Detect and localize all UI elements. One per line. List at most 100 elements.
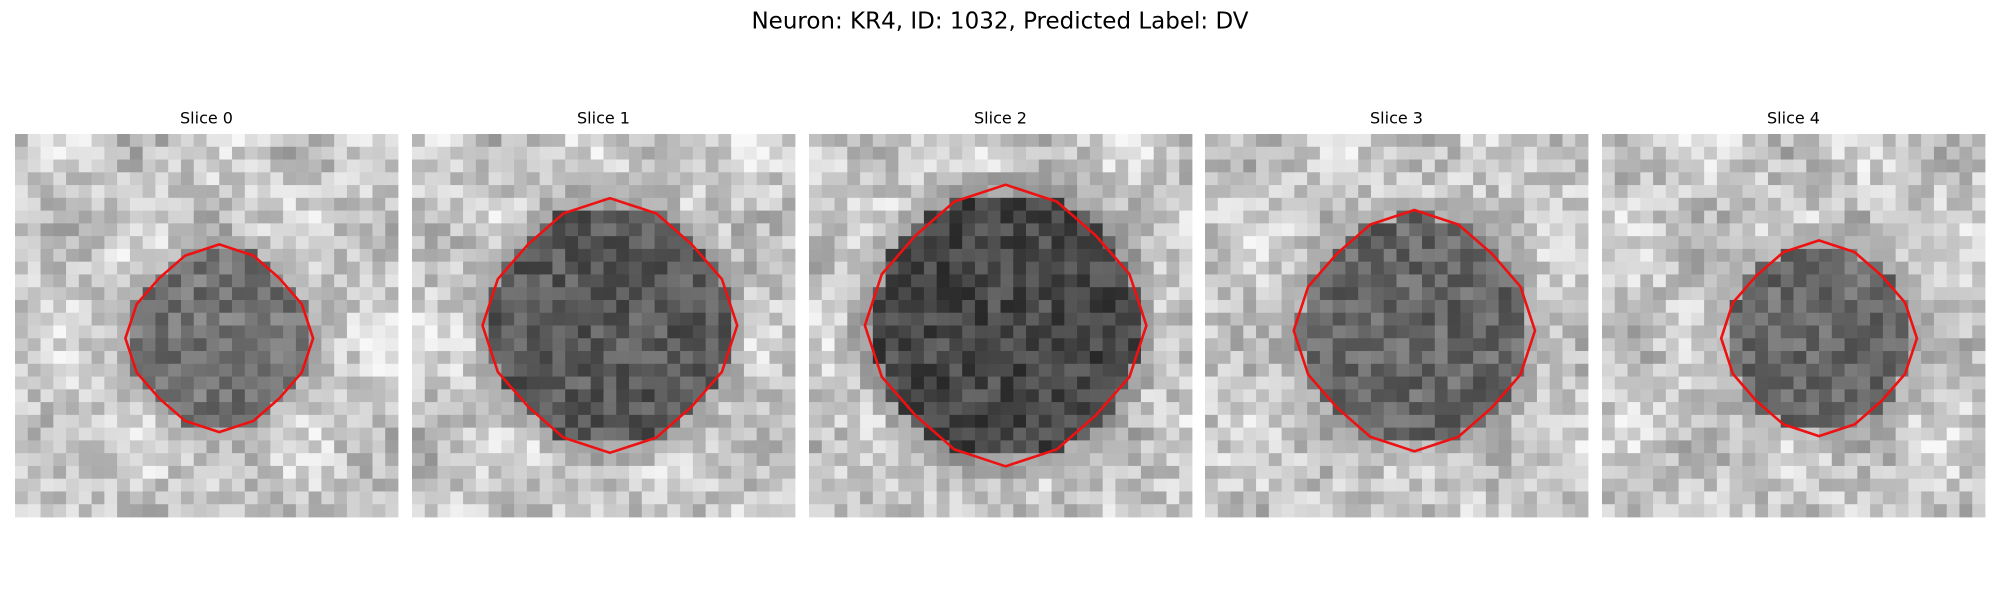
pixel	[27, 389, 41, 403]
pixel	[1870, 185, 1884, 199]
pixel	[1115, 159, 1129, 173]
pixel	[1102, 504, 1116, 518]
pixel	[359, 223, 373, 237]
pixel	[1268, 325, 1282, 339]
pixel	[603, 134, 617, 148]
pixel	[1627, 223, 1641, 237]
pixel	[206, 389, 220, 403]
pixel	[385, 376, 399, 390]
pixel	[1524, 248, 1538, 263]
pixel	[1077, 402, 1091, 416]
pixel	[1882, 146, 1897, 160]
pixel	[193, 274, 207, 288]
pixel	[1627, 389, 1641, 403]
pixel	[1908, 248, 1922, 263]
pixel	[1294, 427, 1308, 441]
pixel	[514, 159, 528, 173]
pixel	[962, 440, 976, 454]
pixel	[1064, 491, 1078, 505]
pixel	[1409, 299, 1423, 314]
pixel	[346, 453, 361, 467]
pixel	[1485, 236, 1500, 250]
pixel	[847, 312, 861, 326]
pixel	[1678, 312, 1692, 326]
pixel	[911, 338, 925, 352]
pixel	[308, 402, 322, 416]
pixel	[923, 351, 938, 365]
pixel	[78, 376, 92, 390]
pixel	[885, 134, 899, 148]
pixel	[372, 440, 386, 454]
pixel	[1013, 478, 1027, 492]
pixel	[1831, 223, 1845, 237]
pixel	[1793, 299, 1807, 314]
pixel	[1511, 427, 1525, 441]
pixel	[1549, 414, 1563, 429]
pixel	[987, 210, 1001, 224]
pixel	[590, 146, 604, 160]
pixel	[1780, 146, 1794, 160]
pixel	[1026, 402, 1040, 416]
pixel	[821, 440, 835, 454]
pixel	[667, 453, 681, 467]
pixel	[1908, 210, 1922, 224]
pixel	[936, 491, 950, 505]
pixel	[1319, 504, 1334, 518]
pixel	[1383, 261, 1397, 275]
pixel	[974, 325, 989, 339]
pixel	[1946, 159, 1960, 173]
pixel	[1831, 248, 1845, 263]
pixel	[756, 402, 770, 416]
pixel	[1882, 478, 1897, 492]
pixel	[1614, 376, 1628, 390]
pixel	[1077, 453, 1091, 467]
pixel	[1921, 185, 1935, 199]
pixel	[142, 146, 156, 160]
pixel	[1128, 172, 1142, 186]
pixel	[565, 159, 579, 173]
pixel	[104, 325, 118, 339]
pixel	[1767, 453, 1782, 467]
pixel	[756, 146, 770, 160]
pixel	[463, 312, 477, 326]
pixel	[1294, 236, 1308, 250]
pixel	[1959, 312, 1973, 326]
pixel	[129, 236, 144, 250]
pixel	[15, 491, 29, 505]
pixel	[359, 312, 373, 326]
pixel	[1166, 299, 1180, 314]
pixel	[552, 274, 566, 288]
pixel	[488, 478, 502, 492]
pixel	[1064, 376, 1078, 390]
pixel	[283, 287, 297, 301]
pixel	[15, 478, 29, 492]
pixel	[1767, 402, 1782, 416]
pixel	[244, 478, 258, 492]
pixel	[206, 185, 220, 199]
pixel	[1627, 287, 1641, 301]
pixel	[1972, 414, 1986, 429]
pixel	[359, 491, 373, 505]
pixel	[565, 299, 579, 314]
pixel	[1498, 478, 1512, 492]
pixel	[590, 491, 604, 505]
pixel	[565, 146, 579, 160]
pixel	[949, 351, 963, 365]
pixel	[1217, 338, 1231, 352]
pixel	[424, 338, 438, 352]
pixel	[552, 491, 566, 505]
pixel	[667, 440, 681, 454]
pixel	[1256, 478, 1270, 492]
pixel	[1921, 223, 1935, 237]
pixel	[142, 363, 156, 377]
pixel	[66, 287, 80, 301]
pixel	[514, 185, 528, 199]
pixel	[834, 427, 848, 441]
pixel	[847, 351, 861, 365]
pixel	[1755, 453, 1769, 467]
pixel	[424, 312, 438, 326]
pixel	[488, 197, 502, 211]
pixel	[1307, 478, 1321, 492]
pixel	[834, 146, 848, 160]
pixel	[1627, 185, 1641, 199]
